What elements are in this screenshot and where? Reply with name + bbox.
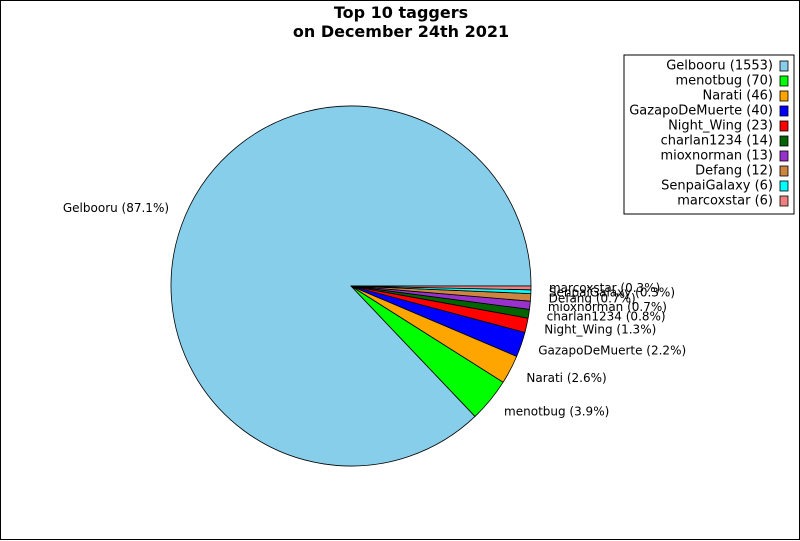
chart-title-line-1: Top 10 taggers <box>333 3 469 22</box>
pie-slices <box>170 105 532 467</box>
legend-label-menotbug: menotbug (70) <box>675 74 773 89</box>
slice-label-narati: Narati (2.6%) <box>526 371 606 385</box>
slice-label-charlan1234: charlan1234 (0.8%) <box>547 310 666 324</box>
legend-swatch-gelbooru <box>779 60 789 72</box>
legend-label-senpaigalaxy: SenpaiGalaxy (6) <box>661 179 773 194</box>
legend-swatch-mioxnorman <box>779 150 789 162</box>
legend-label-gelbooru: Gelbooru (1553) <box>666 59 773 74</box>
pie-labels: Gelbooru (87.1%) menotbug (3.9%) Narati (2… <box>63 201 686 419</box>
legend-label-mioxnorman: mioxnorman (13) <box>660 149 773 164</box>
chart-title: Top 10 taggers on December 24th 2021 <box>1 3 800 41</box>
legend-label-charlan1234: charlan1234 (14) <box>661 134 773 149</box>
legend-label-gazapodemuerte: GazapoDeMuerte (40) <box>629 104 773 119</box>
legend-label-narati: Narati (46) <box>702 89 773 104</box>
slice-label-night-wing: Night_Wing (1.3%) <box>544 322 656 336</box>
slice-label-marcoxstar: marcoxstar (0.3%) <box>549 281 660 295</box>
legend-swatch-gazapodemuerte <box>779 105 789 117</box>
legend-label-night-wing: Night_Wing (23) <box>668 119 773 134</box>
legend-swatch-menotbug <box>779 75 789 87</box>
slice-label-gelbooru: Gelbooru (87.1%) <box>63 201 169 215</box>
legend-swatch-marcoxstar <box>779 195 789 207</box>
legend-swatch-defang <box>779 165 789 177</box>
legend-swatch-charlan1234 <box>779 135 789 147</box>
slice-label-gazapodemuerte: GazapoDeMuerte (2.2%) <box>538 343 686 357</box>
legend: Gelbooru (1553)menotbug (70)Narati (46)G… <box>623 54 795 215</box>
legend-label-marcoxstar: marcoxstar (6) <box>677 194 773 209</box>
slice-label-menotbug: menotbug (3.9%) <box>504 405 609 419</box>
legend-label-defang: Defang (12) <box>695 164 773 179</box>
slice-label-senpaigalaxy: SenpaiGalaxy (0.3%) <box>549 285 675 299</box>
legend-swatch-narati <box>779 90 789 102</box>
legend-box <box>623 54 795 215</box>
legend-swatch-night-wing <box>779 120 789 132</box>
slice-label-defang: Defang (0.7%) <box>549 292 636 306</box>
chart-title-line-2: on December 24th 2021 <box>292 22 510 41</box>
legend-swatch-senpaigalaxy <box>779 180 789 192</box>
slice-label-mioxnorman: mioxnorman (0.7%) <box>548 300 667 314</box>
pie-slice-marcoxstar <box>350 285 532 291</box>
